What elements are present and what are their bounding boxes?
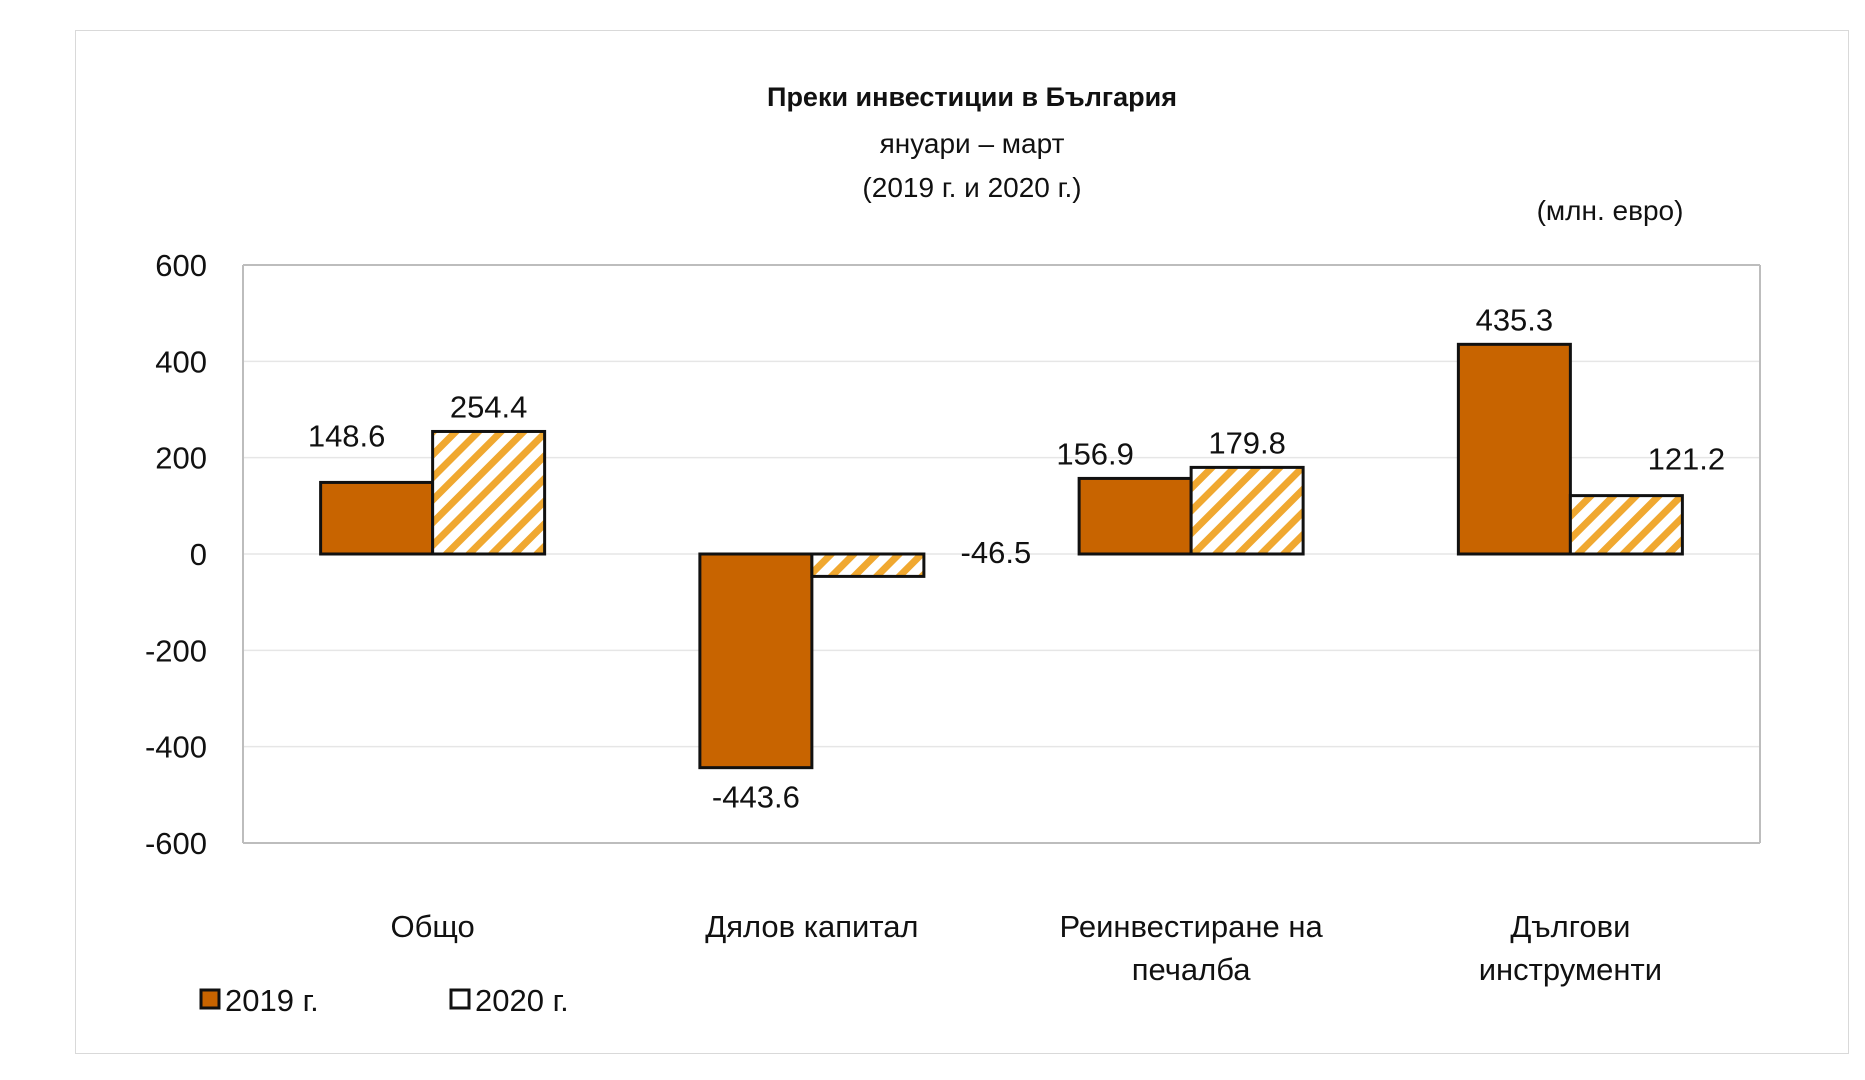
- category-label: Реинвестиране на: [1060, 909, 1324, 944]
- legend-swatch-0: [199, 988, 221, 1010]
- y-tick-label: 600: [155, 248, 207, 283]
- bar-2019-0: [319, 480, 435, 556]
- bar-2020-0: [431, 429, 547, 556]
- y-tick-label: -200: [145, 633, 207, 668]
- legend-swatch-1: [449, 988, 471, 1010]
- data-label: 179.8: [1208, 425, 1286, 460]
- bar-2019-3: [1456, 342, 1572, 556]
- bar-2020-2: [1189, 465, 1305, 556]
- data-label: 148.6: [308, 418, 386, 453]
- chart-frame: [75, 30, 1849, 1054]
- chart-subtitle: януари – март: [880, 128, 1065, 159]
- bar-2019-2: [1077, 476, 1193, 556]
- y-tick-label: 0: [190, 537, 207, 572]
- unit-label: (млн. евро): [1537, 195, 1684, 226]
- y-tick-label: -400: [145, 730, 207, 765]
- y-tick-label: -600: [145, 826, 207, 861]
- bar-2020-3: [1568, 494, 1684, 556]
- data-label: 254.4: [450, 389, 528, 424]
- legend-label: 2019 г.: [225, 983, 319, 1018]
- chart-subtitle-years: (2019 г. и 2020 г.): [862, 172, 1081, 203]
- chart-title: Преки инвестиции в България: [767, 82, 1177, 112]
- y-tick-label: 200: [155, 441, 207, 476]
- bar-2020-1: [810, 552, 926, 578]
- data-label: 156.9: [1056, 436, 1134, 471]
- y-tick-label: 400: [155, 344, 207, 379]
- data-label: -46.5: [961, 535, 1032, 570]
- category-label: Общо: [390, 909, 474, 944]
- category-label: Дългови: [1510, 909, 1630, 944]
- category-label: Дялов капитал: [705, 909, 918, 944]
- category-label: печалба: [1132, 952, 1252, 987]
- category-label: инструменти: [1479, 952, 1662, 987]
- bar-2019-1: [698, 552, 814, 770]
- legend-label: 2020 г.: [475, 983, 569, 1018]
- data-label: 435.3: [1476, 302, 1554, 337]
- data-label: 121.2: [1648, 442, 1726, 477]
- data-label: -443.6: [712, 780, 800, 815]
